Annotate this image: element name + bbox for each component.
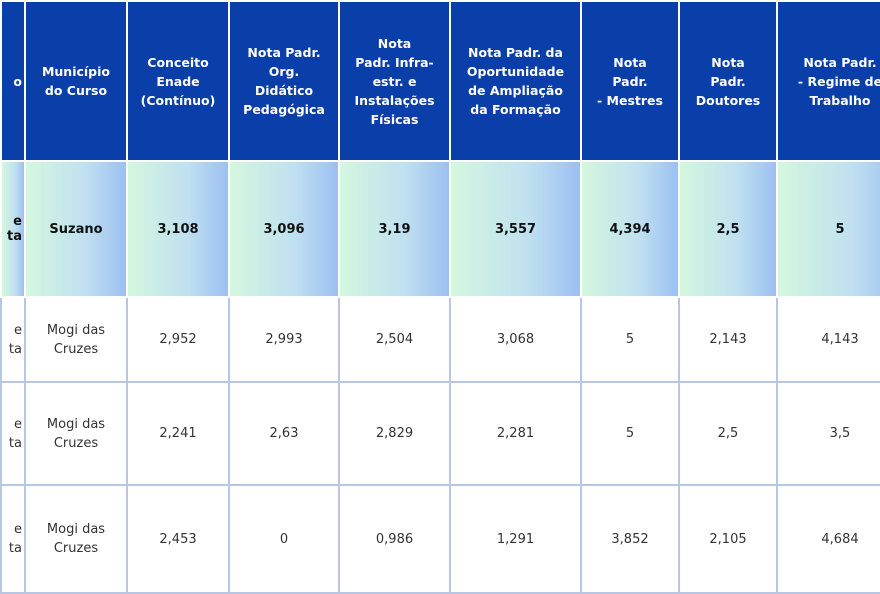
cell-value: 2,453 (126, 484, 230, 594)
header-cell: Nota Padr. Infra-estr. e Instalações Física… (338, 0, 451, 162)
cell-value: 4,143 (776, 296, 880, 383)
header-cell: Nota Padr. Org. Didático Pedagógica (228, 0, 340, 162)
cell-municipio: Suzano (24, 160, 128, 298)
cell-value: 0,986 (338, 484, 451, 594)
cell-value: 2,993 (228, 296, 340, 383)
cell-value: 0 (228, 484, 340, 594)
cell-value: 3,096 (228, 160, 340, 298)
cell-value: 3,852 (580, 484, 680, 594)
table-row-highlighted: e ta Suzano 3,108 3,096 3,19 3,557 4,394 2,5 5 (0, 160, 880, 298)
cell-value: 5 (580, 296, 680, 383)
cell-clipped: e ta (0, 381, 26, 486)
cell-value: 5 (776, 160, 880, 298)
cell-value: 4,684 (776, 484, 880, 594)
table-row: e ta Mogi das Cruzes 2,453 0 0,986 1,291 3,852 2,… (0, 484, 880, 594)
header-cell: Conceito Enade (Contínuo) (126, 0, 230, 162)
cell-value: 2,63 (228, 381, 340, 486)
cell-value: 2,5 (678, 381, 778, 486)
cell-value: 3,108 (126, 160, 230, 298)
cell-value: 2,281 (449, 381, 582, 486)
cell-value: 2,504 (338, 296, 451, 383)
header-cell: Nota Padr. da Oportunidade de Ampliação da … (449, 0, 582, 162)
header-row: o Município do Curso Conceito Enade (Contín… (0, 0, 880, 162)
cell-value: 2,143 (678, 296, 778, 383)
cell-value: 2,241 (126, 381, 230, 486)
cell-value: 1,291 (449, 484, 582, 594)
cell-value: 2,105 (678, 484, 778, 594)
cell-value: 3,557 (449, 160, 582, 298)
cell-value: 2,5 (678, 160, 778, 298)
cell-municipio: Mogi das Cruzes (24, 381, 128, 486)
cell-value: 3,19 (338, 160, 451, 298)
header-cell: Município do Curso (24, 0, 128, 162)
cell-clipped: e ta (0, 296, 26, 383)
header-cell: Nota Padr. - Regime de Trabalho (776, 0, 880, 162)
header-cell: Nota Padr. - Mestres (580, 0, 680, 162)
table-row: e ta Mogi das Cruzes 2,241 2,63 2,829 2,281 5 2,5… (0, 381, 880, 486)
cell-value: 3,068 (449, 296, 582, 383)
table-row: e ta Mogi das Cruzes 2,952 2,993 2,504 3,068 5 2,… (0, 296, 880, 383)
cell-value: 4,394 (580, 160, 680, 298)
header-cell: Nota Padr. Doutores (678, 0, 778, 162)
cell-value: 3,5 (776, 381, 880, 486)
header-cell: o (0, 0, 26, 162)
cell-clipped: e ta (0, 160, 26, 298)
cell-value: 5 (580, 381, 680, 486)
cell-value: 2,829 (338, 381, 451, 486)
cell-value: 2,952 (126, 296, 230, 383)
cell-municipio: Mogi das Cruzes (24, 296, 128, 383)
cell-municipio: Mogi das Cruzes (24, 484, 128, 594)
cell-clipped: e ta (0, 484, 26, 594)
